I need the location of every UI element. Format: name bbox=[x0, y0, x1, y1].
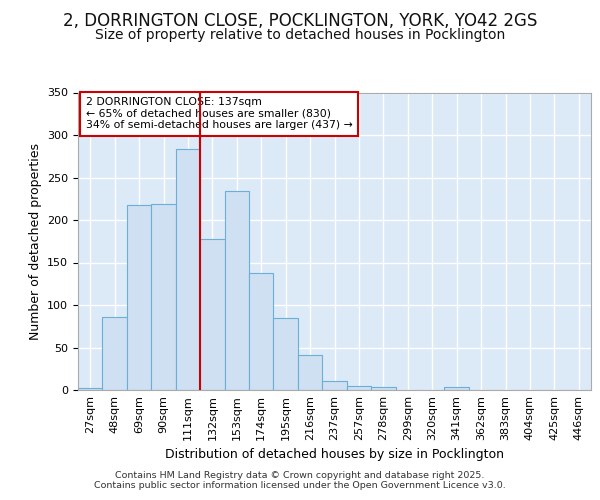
Bar bbox=[151, 204, 176, 390]
Bar bbox=[322, 380, 347, 390]
Y-axis label: Number of detached properties: Number of detached properties bbox=[29, 143, 41, 340]
Bar bbox=[127, 204, 151, 390]
Bar bbox=[78, 388, 103, 390]
X-axis label: Distribution of detached houses by size in Pocklington: Distribution of detached houses by size … bbox=[165, 448, 504, 462]
Text: 2 DORRINGTON CLOSE: 137sqm
← 65% of detached houses are smaller (830)
34% of sem: 2 DORRINGTON CLOSE: 137sqm ← 65% of deta… bbox=[86, 97, 352, 130]
Bar bbox=[224, 191, 249, 390]
Bar bbox=[200, 238, 224, 390]
Bar bbox=[445, 388, 469, 390]
Bar bbox=[176, 148, 200, 390]
Bar bbox=[274, 318, 298, 390]
Text: Size of property relative to detached houses in Pocklington: Size of property relative to detached ho… bbox=[95, 28, 505, 42]
Bar bbox=[103, 317, 127, 390]
Text: Contains HM Land Registry data © Crown copyright and database right 2025.
Contai: Contains HM Land Registry data © Crown c… bbox=[94, 470, 506, 490]
Bar bbox=[249, 272, 274, 390]
Text: 2, DORRINGTON CLOSE, POCKLINGTON, YORK, YO42 2GS: 2, DORRINGTON CLOSE, POCKLINGTON, YORK, … bbox=[63, 12, 537, 30]
Bar bbox=[371, 386, 395, 390]
Bar bbox=[347, 386, 371, 390]
Bar bbox=[298, 355, 322, 390]
